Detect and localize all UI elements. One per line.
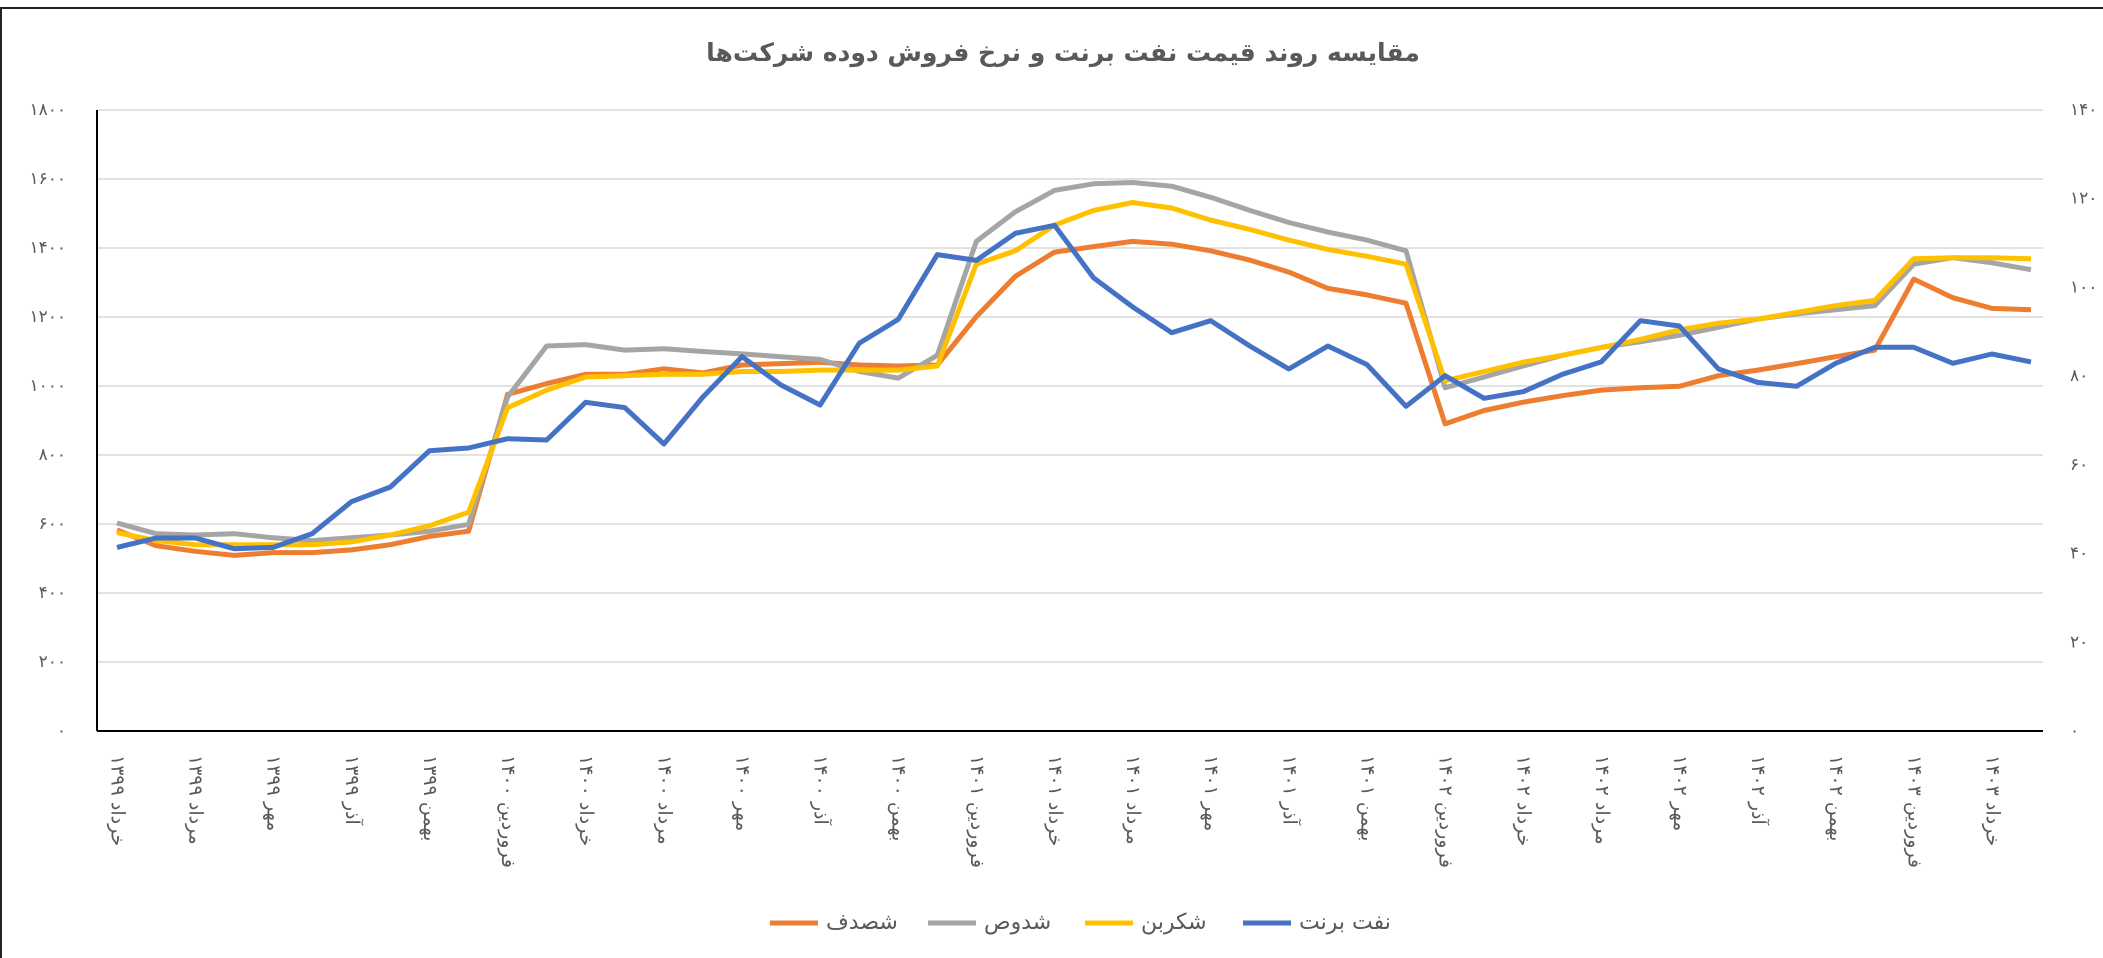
series-line — [116, 200, 2032, 548]
x-tick-label: بهمن ۱۴۰۱ — [1356, 755, 1378, 841]
x-tick-label: فروردین ۱۴۰۳ — [1903, 755, 1925, 868]
y-tick-label: ۱۲۰۰ — [29, 307, 66, 327]
x-tick-label: مهر ۱۳۹۹ — [263, 755, 285, 831]
y2-tick-label: ۰ — [2070, 721, 2079, 741]
y2-tick-label: ۱۲۰ — [2070, 189, 2097, 209]
x-tick-label: فروردین ۱۴۰۰ — [497, 755, 519, 868]
y-tick-label: ۲۰۰ — [39, 652, 66, 672]
y-tick-label: ۱۸۰۰ — [29, 100, 66, 120]
x-tick-label: آذر ۱۴۰۰ — [810, 755, 834, 826]
y-tick-label: ۸۰۰ — [39, 445, 66, 465]
x-tick-label: خرداد ۱۴۰۱ — [1044, 755, 1066, 846]
legend-label: شدوص — [984, 910, 1051, 935]
x-tick-label: آذر ۱۴۰۲ — [1747, 755, 1771, 826]
y2-tick-label: ۴۰ — [2070, 544, 2088, 564]
y2-tick-label: ۶۰ — [2070, 455, 2088, 475]
x-tick-label: فروردین ۱۴۰۲ — [1435, 755, 1457, 868]
series-line — [116, 222, 2032, 552]
y-tick-label: ۱۰۰۰ — [29, 376, 66, 396]
y2-tick-label: ۲۰ — [2070, 632, 2088, 652]
x-tick-label: بهمن ۱۴۰۰ — [888, 755, 910, 841]
x-tick-label: بهمن ۱۳۹۹ — [419, 755, 441, 841]
y-tick-label: ۱۶۰۰ — [29, 169, 66, 189]
y2-tick-label: ۱۴۰ — [2070, 100, 2097, 120]
x-tick-label: خرداد ۱۴۰۳ — [1981, 755, 2003, 846]
series-line — [116, 180, 2032, 544]
chart-title: مقایسه روند قیمت نفت برنت و نرخ فروش دود… — [706, 38, 1420, 68]
legend-label: نفت برنت — [1299, 910, 1391, 935]
y-tick-label: ۱۴۰۰ — [29, 238, 66, 258]
x-tick-label: خرداد ۱۴۰۲ — [1513, 755, 1535, 846]
legend-label: شکربن — [1141, 910, 1207, 935]
y2-tick-label: ۸۰ — [2070, 366, 2088, 386]
x-tick-label: بهمن ۱۴۰۲ — [1825, 755, 1847, 841]
x-tick-label: مرداد ۱۴۰۱ — [1122, 755, 1144, 845]
legend-label: شصدف — [826, 910, 898, 935]
x-tick-label: مهر ۱۴۰۰ — [731, 755, 753, 831]
y-tick-label: ۶۰۰ — [39, 514, 66, 534]
x-tick-label: خرداد ۱۳۹۹ — [107, 755, 129, 846]
x-tick-label: مرداد ۱۳۹۹ — [185, 755, 207, 845]
chart-frame — [0, 7, 2103, 958]
x-tick-label: فروردین ۱۴۰۱ — [966, 755, 988, 868]
x-tick-label: مهر ۱۴۰۲ — [1669, 755, 1691, 831]
y-tick-label: ۰ — [57, 721, 66, 741]
x-tick-label: مرداد ۱۴۰۲ — [1591, 755, 1613, 845]
x-tick-label: مهر ۱۴۰۱ — [1200, 755, 1222, 831]
x-tick-label: آذر ۱۴۰۱ — [1278, 755, 1302, 826]
y-tick-label: ۴۰۰ — [39, 583, 66, 603]
x-tick-label: آذر ۱۳۹۹ — [341, 755, 365, 826]
y2-tick-label: ۱۰۰ — [2070, 277, 2097, 297]
x-tick-label: مرداد ۱۴۰۰ — [653, 755, 675, 845]
x-tick-label: خرداد ۱۴۰۰ — [575, 755, 597, 846]
